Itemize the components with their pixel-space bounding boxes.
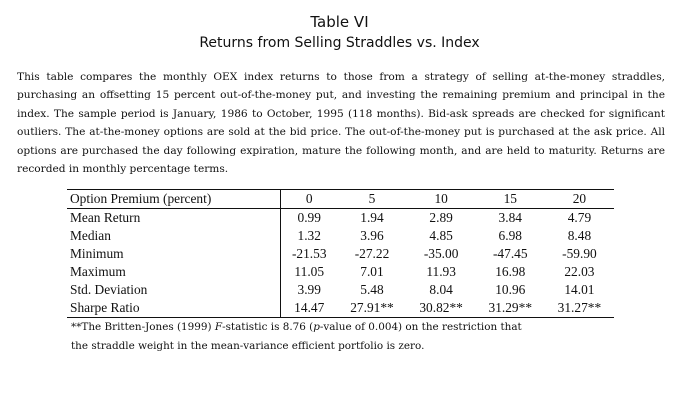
table-cell: 30.82** (406, 299, 476, 318)
table-cell: -59.90 (562, 246, 597, 261)
footnote-line-2: the straddle weight in the mean-variance… (71, 340, 425, 352)
table-cell: -27.22 (354, 246, 390, 261)
row-label: Minimum (67, 245, 282, 263)
table-row: Mean Return 0.99 1.94 2.89 3.84 4.79 (67, 208, 614, 227)
table-caption: This table compares the monthly OEX inde… (17, 71, 665, 176)
table-row: Minimum -21.53 -27.22 -35.00 -47.45 -59.… (67, 245, 614, 263)
table-cell: 4.85 (429, 228, 453, 243)
table-row: Sharpe Ratio 14.47 27.91** 30.82** 31.29… (67, 299, 614, 318)
table-row: Median 1.32 3.96 4.85 6.98 8.48 (67, 227, 614, 245)
table-cell: 27.91** (337, 299, 407, 318)
table-cell: 8.48 (567, 228, 592, 243)
table-cell: 4.79 (567, 210, 592, 225)
row-label: Median (67, 227, 282, 245)
table-label: Table VI (310, 13, 369, 31)
header-cell: 0 (280, 189, 338, 209)
header-cell: 5 (337, 189, 407, 209)
table-row: Std. Deviation 3.99 5.48 8.04 10.96 14.0… (67, 281, 614, 299)
table-cell: 0.99 (297, 210, 321, 225)
table-cell: 2.89 (429, 210, 453, 225)
header-cell: 10 (406, 189, 476, 209)
header-cell: Option Premium (percent) (67, 189, 282, 209)
row-label: Maximum (67, 263, 282, 281)
footnote-f-symbol: F (214, 321, 223, 333)
table-cell: 6.98 (498, 228, 522, 243)
header-row: Option Premium (percent) 0 5 10 15 20 (67, 189, 614, 209)
table-cell: 7.01 (360, 264, 384, 279)
row-label: Mean Return (67, 208, 282, 227)
table-cell: 31.29** (475, 299, 545, 318)
header-cell: 15 (475, 189, 545, 209)
table-cell: 1.32 (297, 228, 321, 243)
returns-table: Option Premium (percent) 0 5 10 15 20 Me… (67, 189, 614, 318)
header-cell: 20 (544, 189, 614, 209)
table-cell: 14.01 (564, 282, 595, 297)
table-cell: 3.84 (498, 210, 522, 225)
footnote-line-1: **The Britten-Jones (1999) F-statistic i… (71, 318, 631, 337)
table-cell: 5.48 (360, 282, 384, 297)
footnote-text: -statistic is 8.76 ( (222, 321, 314, 333)
table-cell: -21.53 (291, 246, 327, 261)
table-cell: -35.00 (423, 246, 459, 261)
table-cell: 22.03 (564, 264, 595, 279)
table-row: Maximum 11.05 7.01 11.93 16.98 22.03 (67, 263, 614, 281)
row-label: Sharpe Ratio (67, 299, 282, 318)
footnote-p-symbol: p (313, 321, 320, 333)
table-cell: 8.04 (429, 282, 453, 297)
table-cell: 11.93 (426, 264, 456, 279)
table-cell: 3.96 (360, 228, 384, 243)
footnote-text: -value of 0.004) on the restriction that (319, 321, 522, 333)
row-label: Std. Deviation (67, 281, 282, 299)
table-cell: 10.96 (495, 282, 526, 297)
table-cell: 11.05 (294, 264, 325, 279)
table-footnote: **The Britten-Jones (1999) F-statistic i… (71, 318, 631, 356)
table-cell: 3.99 (297, 282, 321, 297)
table-cell: 14.47 (280, 299, 338, 318)
table-title: Returns from Selling Straddles vs. Index (199, 35, 480, 51)
table-cell: 16.98 (495, 264, 526, 279)
footnote-text: **The Britten-Jones (1999) (71, 321, 215, 333)
table-cell: -47.45 (492, 246, 528, 261)
table-cell: 31.27** (544, 299, 614, 318)
table-cell: 1.94 (360, 210, 384, 225)
